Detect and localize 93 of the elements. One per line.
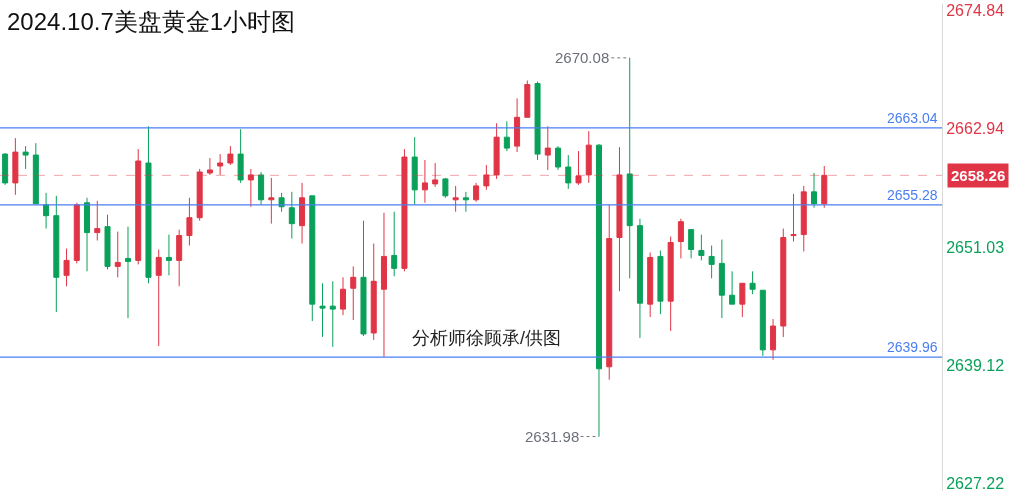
candlestick xyxy=(196,168,203,222)
candlestick xyxy=(452,185,459,213)
candlestick xyxy=(135,148,142,265)
chart-title: 2024.10.7美盘黄金1小时图 xyxy=(7,8,296,35)
candlestick xyxy=(821,165,828,209)
candlestick xyxy=(688,229,695,259)
candlestick xyxy=(790,193,797,243)
candlestick xyxy=(217,153,224,176)
candlestick xyxy=(104,214,111,270)
candlestick xyxy=(12,137,19,196)
candlestick xyxy=(309,195,316,322)
candlestick xyxy=(155,248,162,347)
candlestick xyxy=(247,168,254,208)
candlestick xyxy=(626,57,633,279)
candlestick xyxy=(667,236,674,332)
candlestick xyxy=(63,247,70,287)
candlestick xyxy=(114,231,121,278)
candlestick xyxy=(493,122,500,180)
candlestick xyxy=(360,220,367,337)
candlestick xyxy=(299,182,306,245)
candlestick xyxy=(84,197,91,272)
ref-line-label: 2639.96 xyxy=(887,339,938,355)
candlestick xyxy=(636,218,643,339)
candlestick xyxy=(770,318,777,361)
candlestick xyxy=(165,234,172,276)
candlestick xyxy=(53,195,60,313)
candlestick xyxy=(186,197,193,247)
candlestick xyxy=(124,226,131,319)
candlestick xyxy=(657,249,664,315)
candlestick xyxy=(708,245,715,279)
candlestick xyxy=(677,218,684,259)
candlestick xyxy=(811,172,818,209)
ref-line-label: 2655.28 xyxy=(887,187,938,203)
candlestick xyxy=(718,239,725,319)
candlestick xyxy=(2,152,9,186)
candlestick xyxy=(473,182,480,203)
candlestick xyxy=(380,212,387,358)
candlestick xyxy=(729,270,736,305)
candlestick xyxy=(503,120,510,152)
candlestick xyxy=(616,146,623,292)
candlestick xyxy=(340,276,347,316)
y-tick-label: 2674.84 xyxy=(946,2,1005,20)
annotation: 2631.98 xyxy=(525,428,580,445)
annotation: 分析师徐顾承/供图 xyxy=(412,328,562,348)
candlestick xyxy=(32,142,39,205)
candlestick xyxy=(268,177,275,225)
candlestick xyxy=(73,202,80,264)
candlestick xyxy=(565,154,572,190)
candlestick xyxy=(462,191,469,213)
candlestick xyxy=(22,145,29,170)
candlestick xyxy=(544,125,551,171)
candlestick xyxy=(319,282,326,338)
y-tick-label: 2639.12 xyxy=(946,357,1005,375)
candlestick xyxy=(329,280,336,348)
candlestick xyxy=(442,177,449,199)
candlestick xyxy=(227,145,234,166)
candlestick xyxy=(749,270,756,295)
candlestick xyxy=(555,145,562,171)
candlestick xyxy=(411,136,418,206)
annotation: 2670.08 xyxy=(555,49,610,66)
candlestick xyxy=(432,162,439,188)
y-tick-label: 2627.22 xyxy=(946,475,1005,493)
candlestick xyxy=(575,150,582,186)
candlestick xyxy=(759,289,766,357)
candlestick xyxy=(350,265,357,321)
candlestick xyxy=(739,282,746,318)
candlestick xyxy=(391,211,398,277)
y-tick-label: 2662.94 xyxy=(946,120,1005,138)
candlestick xyxy=(206,157,213,176)
candlestick xyxy=(606,204,613,381)
candlestick xyxy=(288,191,295,240)
candlestick xyxy=(94,200,101,242)
candlestick xyxy=(237,128,244,184)
candlestick xyxy=(483,164,490,191)
candlestick xyxy=(534,81,541,161)
candlestick xyxy=(370,243,377,341)
ref-line-label: 2658.26 xyxy=(951,167,1006,184)
candlestick xyxy=(800,185,807,252)
candlestick xyxy=(43,192,50,230)
candlestick xyxy=(401,148,408,272)
candlestick xyxy=(145,125,152,284)
candlestick xyxy=(595,143,602,438)
y-tick-label: 2651.03 xyxy=(946,238,1005,256)
candlestick xyxy=(780,228,787,338)
candlestick xyxy=(698,234,705,261)
ref-line-label: 2663.04 xyxy=(887,110,938,126)
candlestick xyxy=(421,159,428,204)
candlestick xyxy=(647,251,654,318)
candlestick xyxy=(258,171,265,206)
candlestick xyxy=(176,229,183,287)
candlestick xyxy=(524,80,531,118)
candlestick xyxy=(585,130,592,184)
candlestick xyxy=(514,97,521,153)
